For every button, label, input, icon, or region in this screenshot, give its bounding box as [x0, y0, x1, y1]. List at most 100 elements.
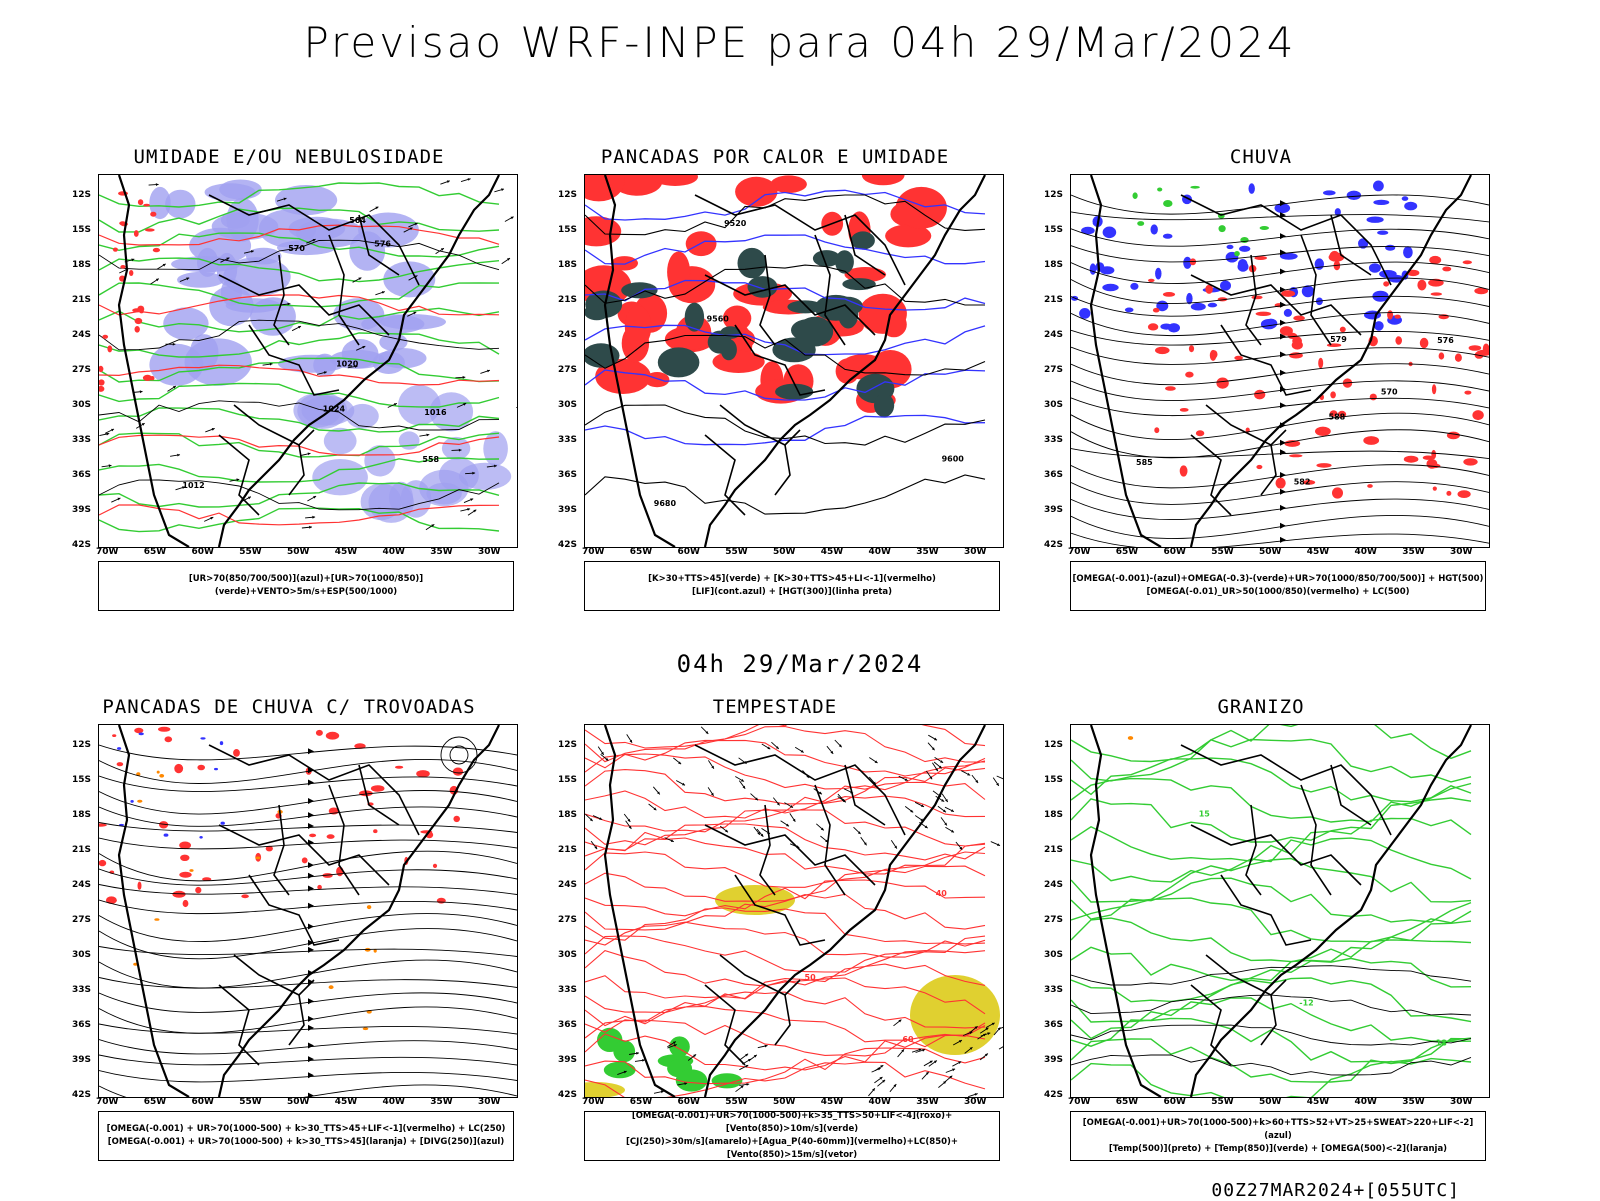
- lat-tick-label: 21S: [558, 295, 577, 305]
- contour-label: 9520: [724, 219, 747, 228]
- shaded-area: [113, 248, 118, 252]
- contour-label: 1012: [182, 481, 204, 490]
- shaded-area: [329, 985, 334, 989]
- shaded-area: [453, 816, 460, 822]
- wind-arrowhead: [156, 183, 159, 186]
- lat-tick-label: 36S: [558, 470, 577, 480]
- shaded-area: [99, 860, 106, 866]
- shaded-area: [214, 768, 218, 770]
- contour-line: [585, 838, 985, 874]
- shaded-area: [1256, 312, 1272, 316]
- lat-tick-label: 39S: [1044, 1055, 1063, 1065]
- streamline-arrow: [1280, 302, 1286, 308]
- shaded-area: [1289, 454, 1302, 457]
- shaded-area: [1130, 283, 1138, 290]
- shaded-area: [1157, 188, 1162, 192]
- streamline-arrow: [308, 1043, 314, 1049]
- shaded-area: [483, 431, 508, 466]
- lat-tick-label: 24S: [558, 330, 577, 340]
- shaded-area: [309, 834, 316, 838]
- border-line: [1261, 445, 1276, 495]
- shaded-area: [179, 872, 191, 878]
- lon-tick-label: 60W: [192, 547, 214, 557]
- shaded-area: [842, 278, 875, 290]
- shaded-area: [165, 736, 173, 742]
- shaded-area: [373, 829, 377, 833]
- shaded-area: [1373, 200, 1389, 205]
- border-line: [705, 825, 875, 885]
- contour-label: 576: [374, 239, 391, 248]
- shaded-area: [1316, 463, 1331, 468]
- wind-arrowhead: [309, 526, 312, 529]
- shaded-area: [1469, 345, 1482, 351]
- contour-line: [1071, 779, 1471, 822]
- shaded-area: [145, 228, 155, 231]
- shaded-area: [1153, 308, 1160, 313]
- lon-tick-label: 40W: [383, 1097, 405, 1107]
- lat-tick-label: 18S: [558, 260, 577, 270]
- streamline-arrow: [1280, 233, 1286, 239]
- contour-label: 588: [1329, 412, 1346, 421]
- shaded-area: [134, 230, 139, 237]
- wind-arrowhead: [312, 516, 315, 519]
- shaded-area: [1137, 221, 1144, 226]
- lat-tick-label: 33S: [72, 985, 91, 995]
- contour-line: [585, 415, 985, 444]
- jet-area: [910, 975, 1000, 1055]
- lon-tick-label: 65W: [630, 1097, 652, 1107]
- wind-vector: [999, 1044, 1003, 1049]
- shaded-area: [1125, 308, 1134, 313]
- shaded-area: [324, 428, 357, 454]
- lat-tick-label: 12S: [558, 190, 577, 200]
- shaded-area: [1090, 263, 1096, 274]
- lat-tick-label: 42S: [72, 540, 91, 550]
- lon-tick-label: 35W: [430, 547, 452, 557]
- shaded-area: [117, 762, 124, 766]
- shaded-area: [1293, 316, 1305, 321]
- shaded-area: [1340, 327, 1346, 333]
- coastline: [1091, 725, 1471, 1097]
- shaded-area: [199, 836, 202, 839]
- lon-tick-label: 35W: [430, 1097, 452, 1107]
- streamline-arrow: [1280, 449, 1286, 455]
- lat-tick-label: 12S: [72, 190, 91, 200]
- shaded-area: [1208, 303, 1217, 308]
- shaded-area: [735, 177, 777, 207]
- shaded-area: [685, 303, 704, 332]
- streamline-arrow: [308, 748, 314, 754]
- lat-tick-label: 15S: [1044, 775, 1063, 785]
- streamline-arrow: [308, 886, 314, 892]
- shaded-area: [220, 741, 223, 745]
- shaded-area: [1420, 338, 1429, 348]
- shaded-area: [1292, 336, 1302, 345]
- lon-tick-label: 50W: [1259, 547, 1281, 557]
- lon-tick-label: 40W: [869, 1097, 891, 1107]
- lon-tick-label: 50W: [773, 1097, 795, 1107]
- shaded-area: [371, 785, 385, 792]
- contour-label: 570: [1381, 388, 1398, 397]
- jet-area: [585, 1082, 625, 1097]
- shaded-area: [604, 1062, 636, 1078]
- border-line: [1246, 805, 1261, 895]
- lat-tick-label: 36S: [1044, 470, 1063, 480]
- circulation-center: [450, 746, 468, 764]
- lon-tick-label: 30W: [478, 1097, 500, 1107]
- lon-tick-label: 30W: [964, 547, 986, 557]
- shaded-area: [1447, 432, 1460, 440]
- shaded-area: [233, 749, 240, 757]
- shaded-area: [1189, 345, 1194, 352]
- shaded-area: [1165, 386, 1176, 391]
- contour-line: [1071, 819, 1471, 862]
- legend-line: [CJ(250)>30m/s](amarelo)+[Agua_P(40-60mm…: [585, 1136, 999, 1162]
- shaded-area: [195, 887, 201, 893]
- shaded-area: [1284, 440, 1300, 447]
- contour-line: [585, 936, 985, 972]
- shaded-area: [1403, 246, 1413, 258]
- legend-line: [OMEGA(-0.001) + UR>70(1000-500) + k>30_…: [99, 1123, 513, 1136]
- shaded-area: [1431, 292, 1442, 295]
- shaded-area: [139, 733, 144, 736]
- shaded-area: [1373, 181, 1384, 192]
- lon-tick-label: 70W: [1068, 1097, 1090, 1107]
- shaded-area: [1402, 196, 1409, 201]
